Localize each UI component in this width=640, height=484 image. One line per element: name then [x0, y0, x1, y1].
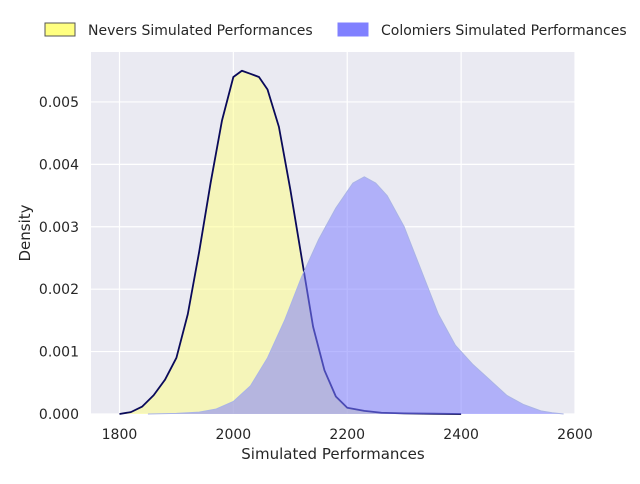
x-tick-label: 2400 [443, 427, 479, 443]
y-tick-label: 0.004 [39, 157, 79, 173]
y-tick-label: 0.002 [39, 282, 79, 298]
legend-swatch-nevers [44, 22, 76, 37]
legend: Nevers Simulated Performances Colomiers … [44, 22, 627, 39]
y-axis-label: Density [16, 204, 34, 261]
x-tick-label: 2600 [557, 427, 593, 443]
series-layer [119, 69, 564, 415]
x-tick-label: 1800 [102, 427, 138, 443]
y-tick-label: 0.000 [39, 407, 79, 423]
legend-label-nevers: Nevers Simulated Performances [88, 23, 313, 39]
density-area-colomiers [147, 176, 564, 414]
y-tick-label: 0.005 [39, 95, 79, 111]
tick-labels: 1800 2000 2200 2400 2600 0.000 0.001 0.002 0.003… [39, 95, 593, 443]
x-axis-label: Simulated Performances [241, 445, 425, 463]
legend-label-colomiers: Colomiers Simulated Performances [381, 23, 627, 39]
y-tick-label: 0.003 [39, 220, 79, 236]
legend-swatch-colomiers [337, 22, 369, 37]
x-tick-label: 2000 [216, 427, 252, 443]
density-line-colomiers [147, 176, 564, 415]
y-tick-label: 0.001 [39, 345, 79, 361]
density-area-nevers [119, 70, 462, 414]
x-tick-label: 2200 [329, 427, 365, 443]
